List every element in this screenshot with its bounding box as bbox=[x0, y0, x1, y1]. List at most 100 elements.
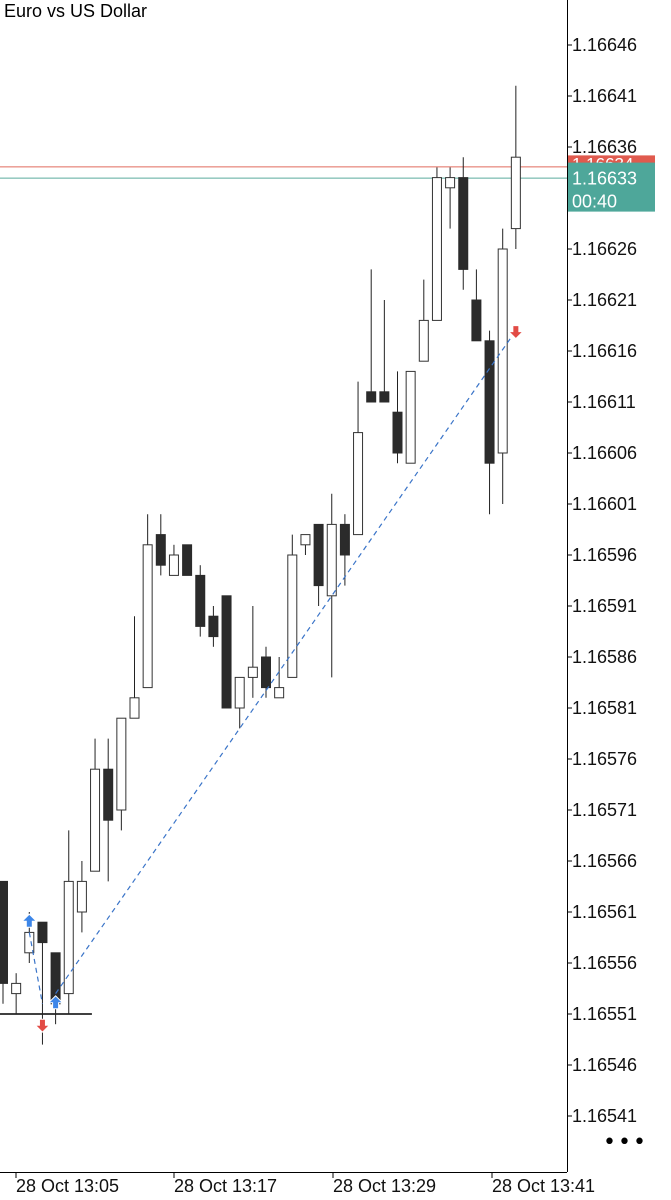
candle bbox=[195, 565, 206, 637]
y-tick-label: 1.16616 bbox=[572, 341, 637, 361]
candle-body bbox=[287, 554, 298, 678]
y-tick-label: 1.16606 bbox=[572, 443, 637, 463]
candle bbox=[300, 534, 311, 555]
candle-body bbox=[431, 177, 442, 321]
x-tick-label: 28 Oct 13:29 bbox=[333, 1176, 436, 1196]
candle bbox=[103, 738, 114, 882]
candle-body bbox=[379, 391, 390, 403]
more-icon[interactable]: ••• bbox=[603, 1130, 648, 1155]
y-tick-label: 1.16576 bbox=[572, 749, 637, 769]
candle-body bbox=[116, 717, 127, 811]
candle-body bbox=[497, 248, 508, 454]
candle-body bbox=[195, 574, 206, 627]
candle-body bbox=[234, 676, 245, 709]
candle bbox=[90, 738, 101, 872]
y-tick-label: 1.16641 bbox=[572, 86, 637, 106]
candle-body bbox=[0, 880, 8, 984]
candle bbox=[405, 370, 416, 464]
y-tick-label: 1.16551 bbox=[572, 1004, 637, 1024]
candles-layer bbox=[0, 85, 521, 1045]
candle-body bbox=[37, 921, 48, 944]
trades-layer bbox=[21, 325, 525, 1033]
candle bbox=[63, 830, 74, 1014]
candle bbox=[379, 300, 390, 403]
candle-body bbox=[300, 534, 311, 546]
axes-layer: 1.166511.166461.166411.166361.166311.166… bbox=[0, 0, 655, 1196]
candle bbox=[353, 381, 364, 536]
candle bbox=[313, 523, 324, 606]
candle-body bbox=[353, 432, 364, 536]
candle-body bbox=[11, 982, 22, 995]
candle-body bbox=[445, 177, 456, 189]
bid-price-tag bbox=[568, 162, 655, 212]
candle-body bbox=[168, 554, 179, 576]
candle bbox=[155, 514, 166, 576]
bid-price-label: 1.16633 bbox=[572, 169, 637, 189]
candle bbox=[221, 595, 232, 709]
y-tick-label: 1.16601 bbox=[572, 494, 637, 514]
candle bbox=[445, 167, 456, 229]
candle bbox=[142, 514, 153, 689]
candle-body bbox=[366, 391, 377, 403]
candle bbox=[261, 646, 271, 698]
candle-body bbox=[221, 595, 232, 709]
price-lines-layer bbox=[0, 166, 567, 1015]
candle bbox=[510, 85, 521, 249]
candle bbox=[168, 544, 179, 576]
candle bbox=[0, 880, 8, 1004]
candle-body bbox=[510, 156, 521, 230]
y-tick-label: 1.16646 bbox=[572, 35, 637, 55]
y-tick-label: 1.16596 bbox=[572, 545, 637, 565]
trade-line bbox=[55, 330, 517, 994]
candle bbox=[287, 534, 298, 678]
y-tick-label: 1.16586 bbox=[572, 647, 637, 667]
candle bbox=[234, 676, 245, 729]
x-tick-label: 28 Oct 13:41 bbox=[492, 1176, 595, 1196]
candle bbox=[76, 861, 87, 933]
candle bbox=[274, 657, 285, 699]
candle bbox=[484, 330, 495, 515]
candle-body bbox=[313, 523, 324, 587]
y-tick-label: 1.16541 bbox=[572, 1106, 637, 1126]
candle-body bbox=[261, 656, 271, 689]
candle bbox=[247, 606, 258, 698]
candle-body bbox=[142, 544, 153, 689]
candle bbox=[208, 606, 219, 647]
y-tick-label: 1.16611 bbox=[572, 392, 636, 412]
sell-arrow-icon bbox=[34, 1018, 51, 1033]
candle-body bbox=[247, 666, 258, 678]
candle-body bbox=[63, 880, 74, 995]
candle bbox=[458, 157, 469, 290]
candle-body bbox=[182, 544, 193, 576]
candle-body bbox=[76, 880, 87, 913]
candle-body bbox=[155, 534, 166, 566]
x-tick-label: 28 Oct 13:17 bbox=[174, 1176, 277, 1196]
y-tick-label: 1.16581 bbox=[572, 698, 637, 718]
buy-arrow-icon bbox=[47, 995, 64, 1010]
candle-body bbox=[90, 768, 101, 872]
y-tick-label: 1.16546 bbox=[572, 1055, 637, 1075]
y-tick-label: 1.16571 bbox=[572, 800, 637, 820]
y-tick-label: 1.16621 bbox=[572, 290, 637, 310]
candle-body bbox=[484, 340, 495, 464]
candle bbox=[116, 717, 127, 831]
chart-title: Euro vs US Dollar bbox=[4, 1, 148, 21]
y-tick-label: 1.16561 bbox=[572, 902, 637, 922]
y-tick-label: 1.16651 bbox=[572, 0, 637, 4]
candle bbox=[326, 493, 337, 678]
sell-arrow-icon bbox=[507, 325, 525, 340]
candle bbox=[471, 269, 482, 342]
candle bbox=[366, 269, 377, 403]
candle-body bbox=[458, 177, 469, 270]
candle-body bbox=[103, 768, 114, 821]
candle-body bbox=[471, 299, 482, 342]
buy-arrow-icon bbox=[21, 913, 38, 928]
candle bbox=[392, 371, 403, 464]
y-tick-label: 1.16556 bbox=[572, 953, 637, 973]
candle-body bbox=[418, 319, 429, 362]
candle bbox=[497, 228, 508, 504]
candle bbox=[11, 973, 22, 1014]
candle-body bbox=[274, 687, 285, 699]
y-tick-label: 1.16626 bbox=[572, 239, 637, 259]
